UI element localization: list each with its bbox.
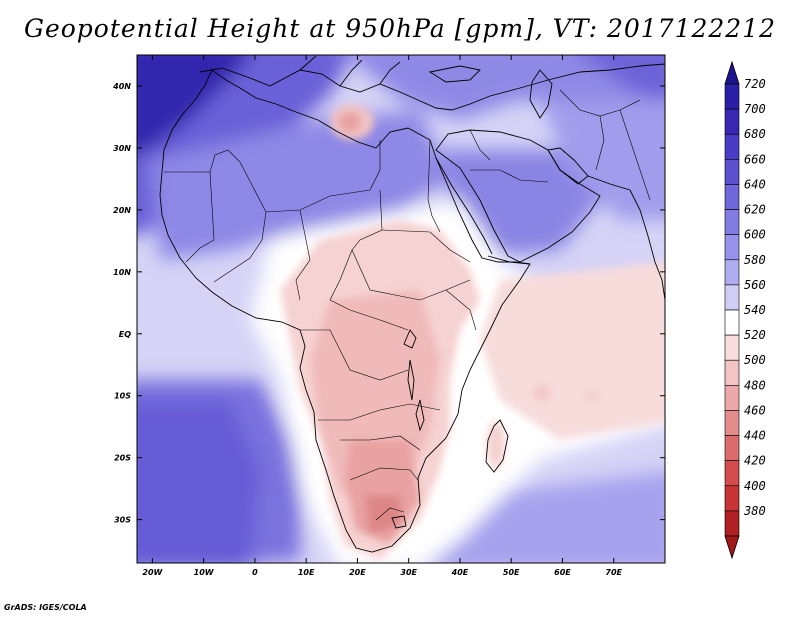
colorbar-swatch <box>724 108 740 135</box>
lon-tick-label: 30E <box>400 568 417 577</box>
map-title: Geopotential Height at 950hPa [gpm], VT:… <box>23 14 777 43</box>
colorbar-label: 480 <box>744 378 766 392</box>
lat-tick-label: 40N <box>112 82 131 91</box>
lon-tick-label: 40E <box>451 568 469 577</box>
lon-tick-label: 10W <box>194 568 215 577</box>
lat-tick-label: EQ <box>119 330 131 339</box>
colorbar-label: 400 <box>744 479 766 493</box>
colorbar-label: 600 <box>744 228 766 242</box>
colorbar-label: 620 <box>744 203 766 217</box>
colorbar-swatch <box>724 209 740 235</box>
colorbar-label: 680 <box>744 127 766 141</box>
colorbar-swatch <box>724 460 740 487</box>
lat-tick-label: 10S <box>114 392 131 401</box>
colorbar-label: 540 <box>744 303 766 317</box>
colorbar-bottom-arrow <box>724 535 740 560</box>
lon-tick-label: 60E <box>554 568 571 577</box>
lon-tick-label: 50E <box>503 568 520 577</box>
colorbar-label: 700 <box>744 102 766 116</box>
lat-tick-label: 10N <box>113 268 131 277</box>
colorbar-label: 720 <box>744 77 766 91</box>
lat-tick-label: 20S <box>114 454 131 463</box>
axis-labels: 40N 30N 20N 10N EQ 10S 20S 30S 20W 10W 0 10E 20E 30E 4… <box>112 82 622 577</box>
grads-credit: GrADS: IGES/COLA <box>4 603 87 612</box>
colorbar-label: 500 <box>744 353 766 367</box>
lat-tick-label: 30S <box>114 516 131 525</box>
lon-tick-label: 70E <box>605 568 622 577</box>
colorbar: 720 700 680 660 640 620 600 580 560 540 520 500 480 4… <box>724 60 766 560</box>
lat-tick-label: 20N <box>113 206 131 215</box>
colorbar-swatch <box>724 284 740 311</box>
lon-tick-label: 20E <box>349 568 366 577</box>
colorbar-swatch <box>724 184 740 210</box>
lon-tick-label: 20W <box>142 568 163 577</box>
lat-tick-label: 30N <box>113 144 131 153</box>
colorbar-swatch <box>724 485 740 512</box>
colorbar-swatch <box>724 385 740 411</box>
colorbar-label: 380 <box>743 504 766 518</box>
lon-tick-label: 10E <box>298 568 315 577</box>
colorbar-label: 660 <box>744 152 766 166</box>
colorbar-swatch <box>724 410 740 436</box>
colorbar-top-arrow <box>724 60 740 85</box>
colorbar-swatch <box>724 83 740 110</box>
colorbar-swatch <box>724 334 740 361</box>
colorbar-swatch <box>724 133 740 160</box>
colorbar-label: 420 <box>744 454 766 468</box>
colorbar-swatch <box>724 359 740 386</box>
colorbar-label: 640 <box>744 177 766 191</box>
plot-frame <box>136 54 666 564</box>
colorbar-swatch <box>724 435 740 461</box>
colorbar-label: 560 <box>744 278 766 292</box>
colorbar-label: 520 <box>744 328 766 342</box>
lon-tick-label: 0 <box>252 568 258 577</box>
coastlines <box>159 55 665 553</box>
colorbar-swatch <box>724 309 740 336</box>
axis-ticks <box>137 55 665 563</box>
colorbar-swatch <box>724 259 740 286</box>
country-borders <box>164 89 651 521</box>
colorbar-label: 440 <box>744 429 766 443</box>
colorbar-swatch <box>724 510 740 537</box>
colorbar-label: 580 <box>744 253 766 267</box>
contour-field <box>137 55 665 563</box>
colorbar-swatch <box>724 159 740 185</box>
colorbar-label: 460 <box>744 403 766 417</box>
colorbar-swatch <box>724 234 740 261</box>
